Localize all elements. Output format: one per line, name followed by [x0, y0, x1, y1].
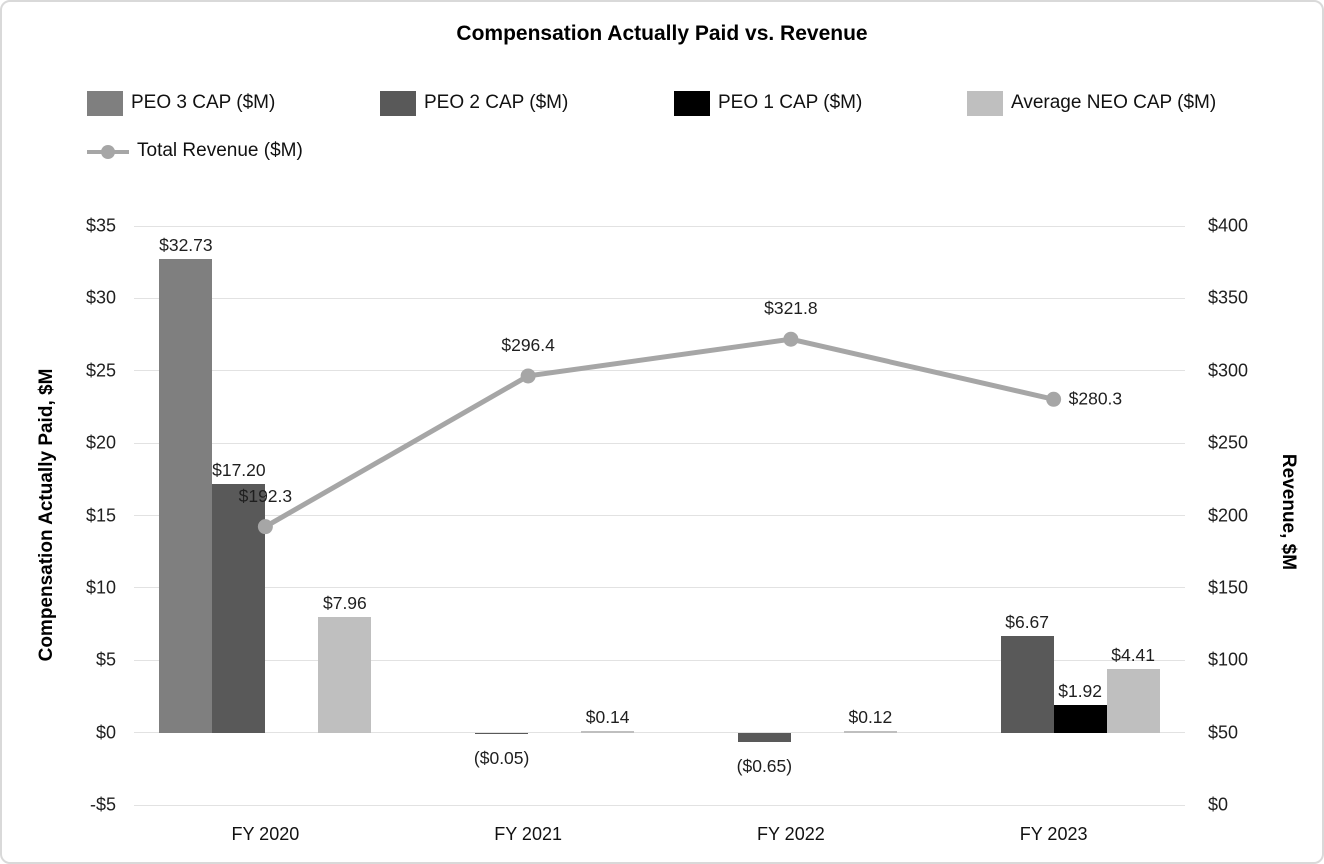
revenue-point — [257, 519, 273, 535]
right-axis-tick-label: $400 — [1208, 215, 1249, 236]
left-axis-tick-label: $25 — [85, 360, 116, 381]
peo2-swatch-icon — [380, 90, 416, 116]
gridline — [134, 225, 1185, 227]
left-axis-tick-label: $20 — [85, 432, 116, 453]
right-axis-tick-label: $0 — [1208, 794, 1229, 815]
avg-neo-swatch-icon — [967, 90, 1003, 116]
legend-item-peo3: PEO 3 CAP ($M) — [87, 90, 275, 116]
revenue-value-label: $192.3 — [238, 485, 293, 506]
left-axis-tick-label: $0 — [95, 722, 116, 743]
right-axis-tick-label: $200 — [1208, 505, 1249, 525]
bar-value-label: ($0.05) — [473, 747, 530, 768]
bar-value-label: $7.96 — [322, 593, 367, 614]
bar-value-label: $4.41 — [1111, 644, 1156, 665]
right-axis-tick-label: $150 — [1208, 577, 1249, 598]
left-axis-tick-label: $10 — [85, 577, 116, 598]
category-label: FY 2021 — [494, 824, 562, 844]
revenue-point — [1046, 391, 1062, 407]
right-axis-tick-label: $100 — [1208, 649, 1249, 670]
bar-value-label: ($0.65) — [736, 756, 793, 777]
right-axis-tick-label: $350 — [1208, 287, 1249, 308]
left-axis-tick-label: $35 — [85, 215, 116, 236]
gridline — [134, 297, 1185, 299]
revenue-value-label: $321.8 — [764, 298, 818, 319]
legend-item-label: PEO 1 CAP ($M) — [718, 92, 863, 113]
bar-fy2023-series2 — [1000, 636, 1054, 733]
plot-area: $32.73 $17.20 ($0.05) ($0.65) $6.67 $1.92 $7.9… — [134, 225, 1185, 806]
bar-fy2020-series4 — [318, 617, 372, 733]
gridline — [134, 442, 1185, 444]
bar-fy2022-series2 — [737, 732, 791, 743]
left-axis-tick-label: $5 — [95, 649, 116, 670]
gridline — [134, 659, 1185, 661]
legend-item-label: Average NEO CAP ($M) — [1011, 92, 1217, 113]
gridline — [134, 515, 1185, 516]
legend-item-peo1: PEO 1 CAP ($M) — [674, 90, 862, 116]
legend-item-peo2: PEO 2 CAP ($M) — [380, 90, 568, 116]
bar-fy2020-series2 — [212, 483, 266, 733]
category-label: FY 2023 — [1019, 824, 1088, 844]
legend-item-label: Total Revenue ($M) — [137, 140, 303, 161]
right-axis-title: Revenue, $M — [1278, 453, 1299, 571]
gridline — [134, 732, 1185, 734]
left-axis-tick-label: $15 — [85, 505, 116, 525]
legend-item-label: PEO 2 CAP ($M) — [424, 92, 569, 113]
bar-value-label: $17.20 — [212, 459, 266, 480]
category-label: FY 2020 — [231, 824, 300, 844]
revenue-value-label: $296.4 — [501, 334, 555, 355]
legend-item-avg-neo: Average NEO CAP ($M) — [967, 90, 1216, 116]
peo1-swatch-icon — [674, 90, 710, 116]
right-axis-tick-label: $300 — [1208, 360, 1249, 381]
bar-fy2021-series2 — [475, 732, 529, 734]
chart-title: Compensation Actually Paid vs. Revenue — [456, 22, 868, 45]
bar-value-label: $6.67 — [1005, 612, 1050, 633]
bar-fy2021-series4 — [581, 730, 635, 733]
revenue-line — [257, 331, 1062, 535]
bar-fy2023-series4 — [1106, 668, 1160, 733]
right-axis-tick-label: $250 — [1208, 432, 1249, 453]
left-axis-tick-label: $30 — [85, 287, 116, 308]
legend-item-label: PEO 3 CAP ($M) — [131, 92, 276, 113]
revenue-point — [783, 331, 799, 347]
legend-item-total-revenue: Total Revenue ($M) — [87, 138, 303, 164]
bar-fy2022-series4 — [843, 730, 897, 733]
revenue-line-marker-icon — [87, 139, 129, 164]
bar-value-label: $0.12 — [848, 706, 893, 727]
revenue-value-label: $280.3 — [1068, 388, 1123, 409]
right-axis-tick-label: $50 — [1208, 722, 1239, 743]
revenue-point — [520, 368, 536, 384]
gridline — [134, 370, 1185, 372]
bar-fy2020-series1 — [159, 258, 213, 733]
gridline — [134, 804, 1185, 806]
bar-fy2023-series3 — [1053, 704, 1107, 733]
gridline — [134, 587, 1185, 589]
bar-value-label: $0.14 — [585, 706, 630, 727]
bar-value-label: $1.92 — [1058, 680, 1103, 701]
bar-value-label: $32.73 — [159, 234, 213, 255]
peo3-swatch-icon — [87, 90, 123, 116]
left-axis-tick-label: -$5 — [89, 794, 116, 815]
category-label: FY 2022 — [757, 824, 825, 844]
